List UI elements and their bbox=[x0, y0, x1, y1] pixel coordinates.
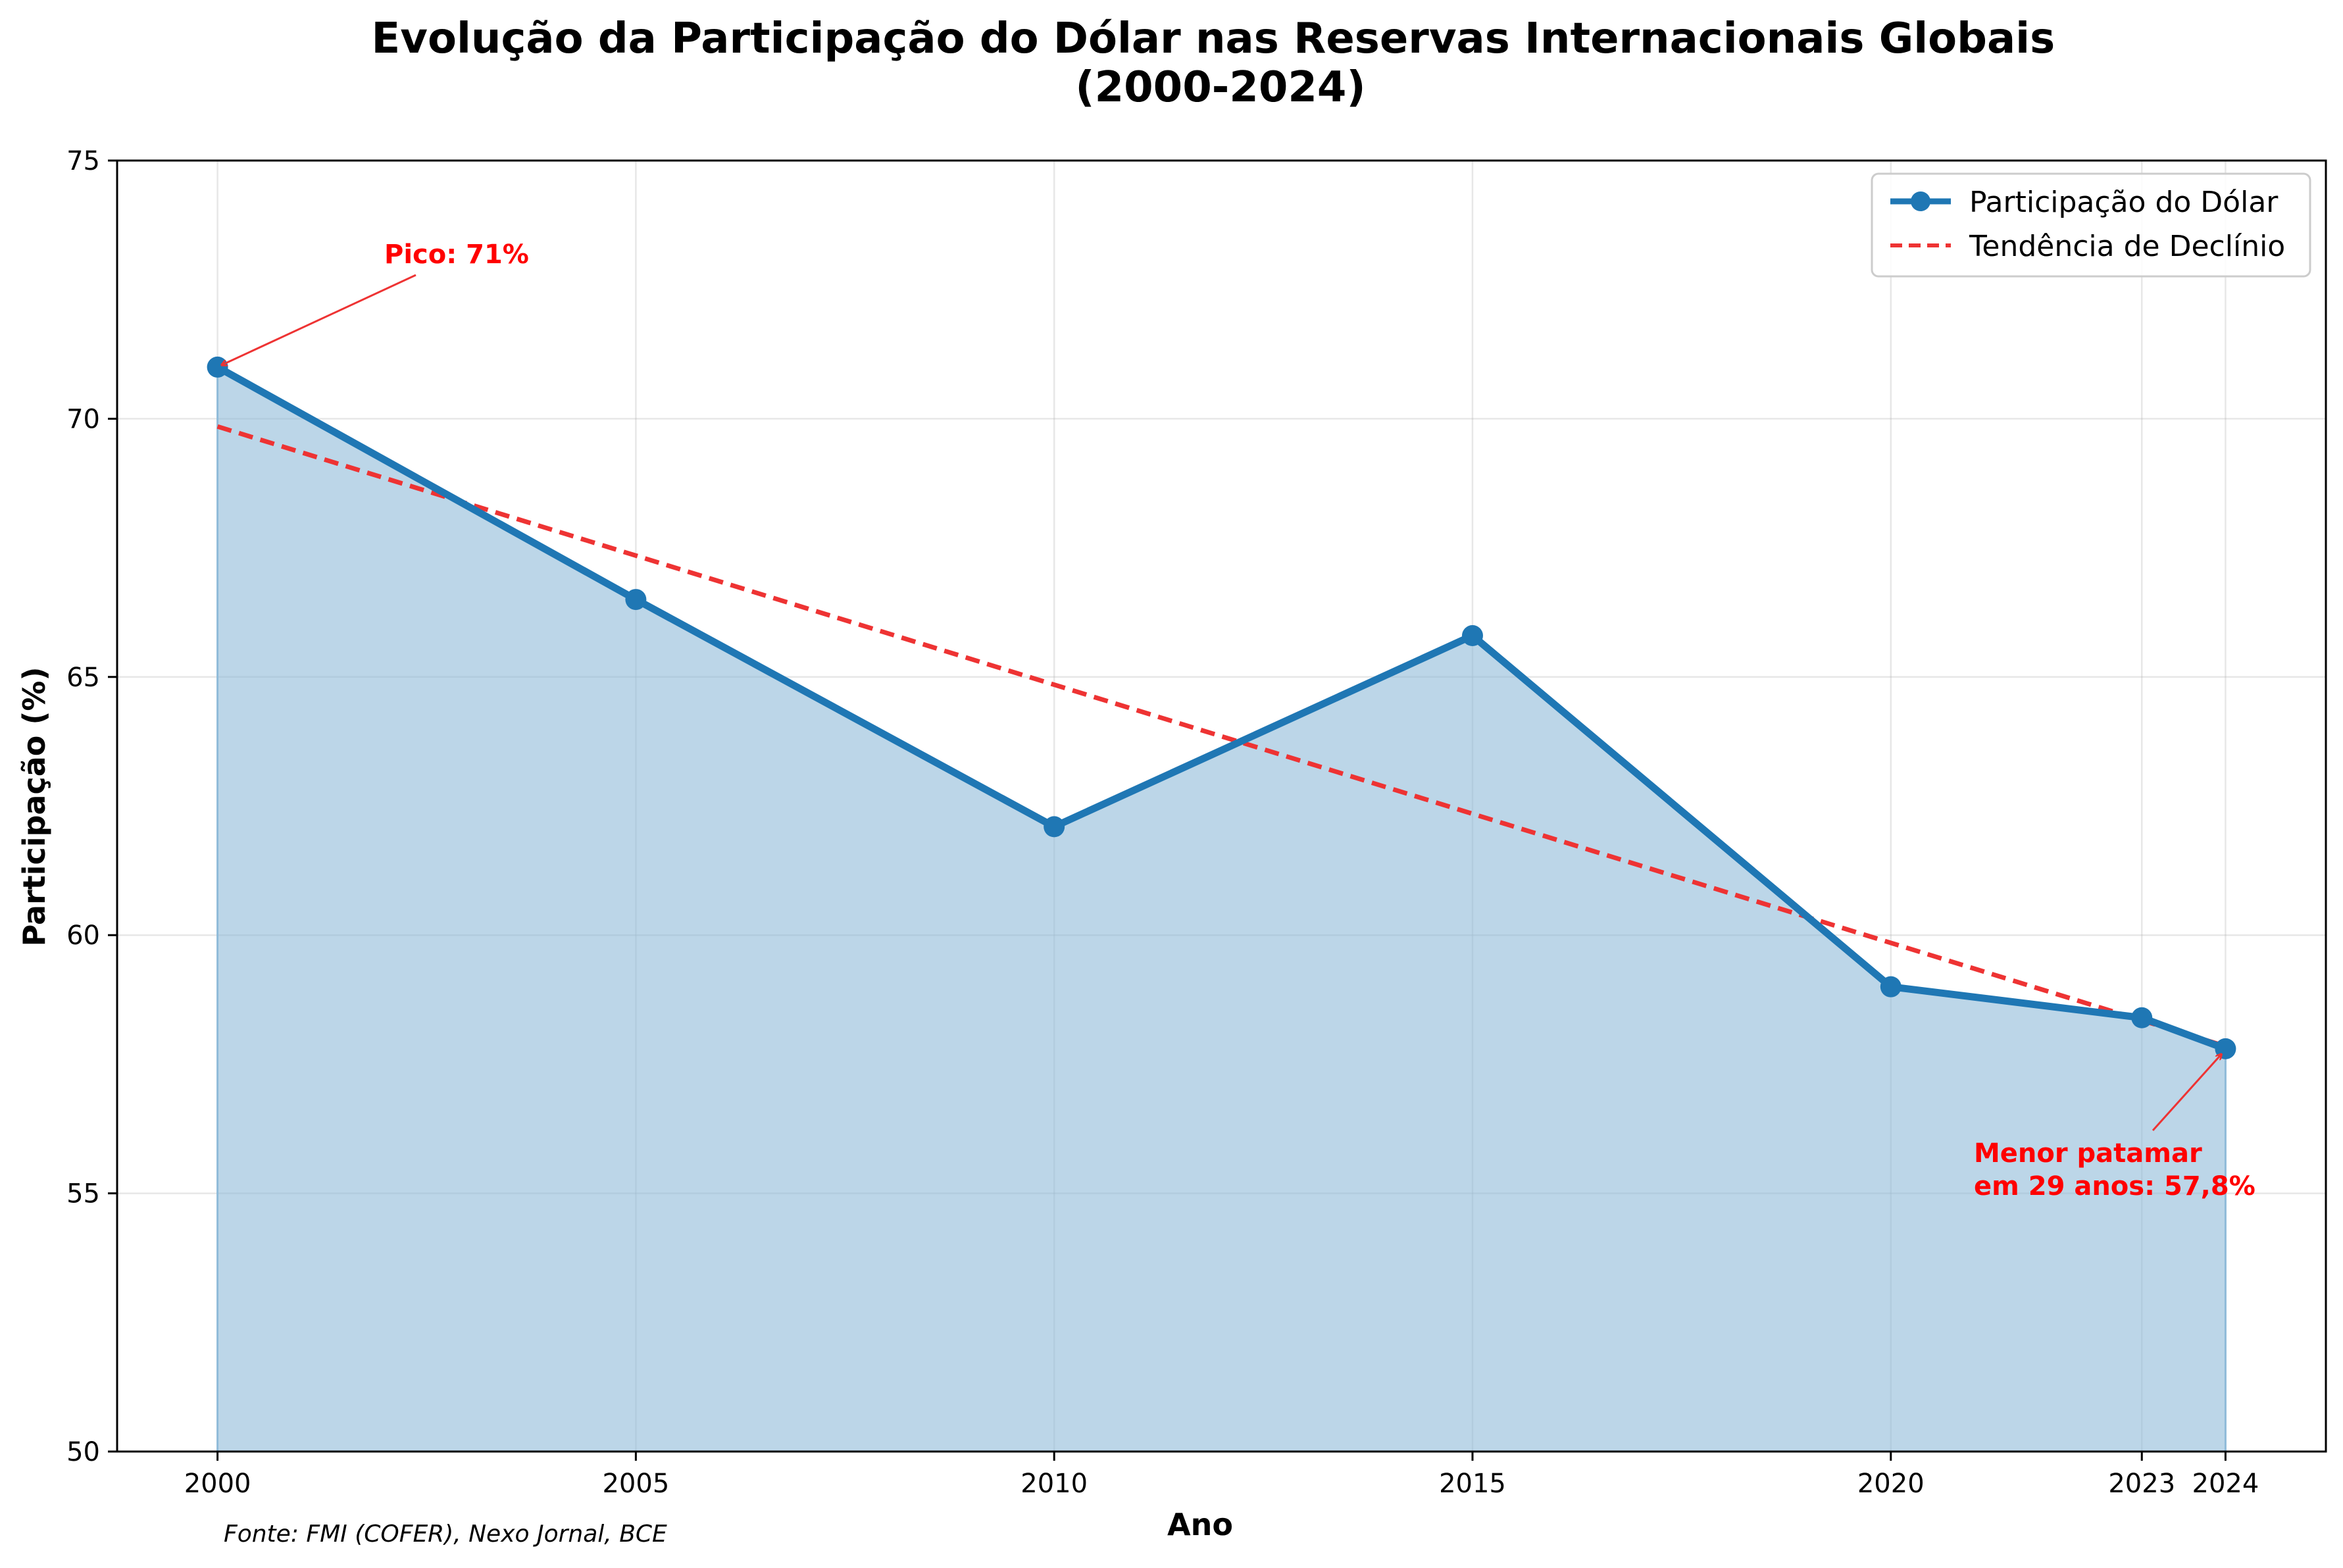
legend: Participação do Dólar Tendência de Declí… bbox=[1871, 172, 2311, 278]
legend-marker-dollar bbox=[1911, 191, 1930, 211]
trend-line-group bbox=[216, 424, 2227, 1049]
data-point bbox=[1044, 816, 1065, 838]
y-tick-label: 75 bbox=[66, 146, 100, 176]
y-tick-label: 55 bbox=[66, 1179, 100, 1209]
low-annotation-arrow bbox=[2152, 1054, 2221, 1132]
x-tick-label: 2024 bbox=[2192, 1469, 2259, 1499]
plot-frame bbox=[116, 159, 2327, 1453]
x-tick-label: 2020 bbox=[1857, 1469, 1925, 1499]
data-point bbox=[2215, 1038, 2236, 1059]
data-point bbox=[207, 356, 228, 378]
low-annotation-text: Menor patamar em 29 anos: 57,8% bbox=[1974, 1138, 2255, 1201]
x-axis-label: Ano bbox=[1167, 1507, 1233, 1542]
data-point bbox=[1880, 976, 1902, 998]
legend-label-dollar: Participação do Dólar bbox=[1969, 186, 2279, 219]
chart-title-line-2: (2000-2024) bbox=[1075, 63, 1365, 112]
y-tick-label: 50 bbox=[66, 1437, 100, 1467]
x-axis-ticks: 2000 2005 2010 2015 2020 2023 2024 bbox=[184, 1452, 2259, 1499]
plot-area bbox=[116, 159, 2327, 1453]
y-tick-label: 65 bbox=[66, 663, 100, 693]
y-axis-ticks: 50 55 60 65 70 75 bbox=[66, 146, 117, 1467]
chart-title-line-1: Evolução da Participação do Dólar nas Re… bbox=[372, 14, 2055, 63]
x-tick-label: 2023 bbox=[2108, 1469, 2175, 1499]
y-tick-label: 60 bbox=[66, 921, 100, 951]
series-points bbox=[207, 356, 2236, 1059]
x-tick-label: 2005 bbox=[602, 1469, 669, 1499]
data-point bbox=[1461, 625, 1483, 647]
y-tick-label: 70 bbox=[66, 404, 100, 434]
dollar-share-area bbox=[216, 365, 2227, 1453]
legend-box bbox=[1871, 172, 2311, 278]
data-point bbox=[2131, 1007, 2153, 1028]
x-tick-label: 2000 bbox=[184, 1469, 251, 1499]
chart-title: Evolução da Participação do Dólar nas Re… bbox=[372, 14, 2070, 112]
y-axis-label: Participação (%) bbox=[16, 667, 52, 946]
trend-line bbox=[216, 424, 2227, 1049]
peak-annotation-arrow bbox=[222, 274, 416, 365]
peak-annotation-text: Pico: 71% bbox=[384, 240, 529, 270]
x-tick-label: 2010 bbox=[1020, 1469, 1088, 1499]
x-tick-label: 2015 bbox=[1439, 1469, 1506, 1499]
annotations: Pico: 71% Menor patamar em 29 anos: 57,8% bbox=[222, 240, 2255, 1201]
data-point bbox=[625, 589, 647, 611]
legend-label-trend: Tendência de Declínio bbox=[1969, 230, 2285, 263]
source-note: Fonte: FMI (COFER), Nexo Jornal, BCE bbox=[224, 1521, 667, 1548]
